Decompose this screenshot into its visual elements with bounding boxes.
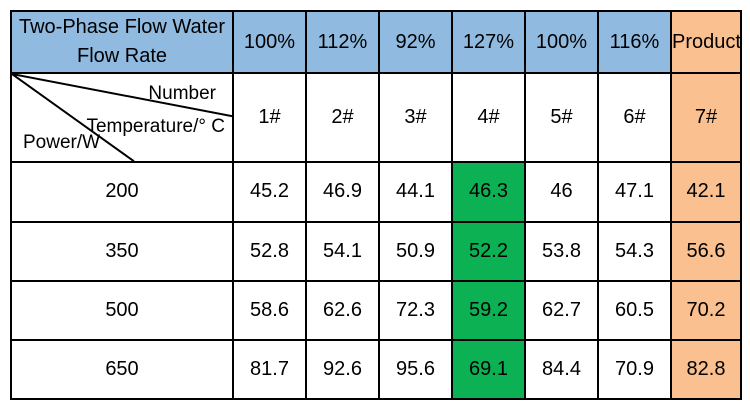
value-cell: 50.9 bbox=[378, 220, 453, 282]
value-cell-highlight-green: 59.2 bbox=[451, 279, 526, 341]
power-cell: 350 bbox=[10, 220, 234, 282]
value-cell: 53.8 bbox=[524, 220, 599, 282]
table-row-power-500: 500 58.6 62.6 72.3 59.2 62.7 60.5 70.2 bbox=[10, 279, 742, 341]
flow-rate-header-product: Product bbox=[670, 9, 742, 75]
flow-rate-header-1: 100% bbox=[232, 9, 307, 75]
axis-label-temperature: Temperature/° C bbox=[86, 116, 225, 138]
diagonal-lines bbox=[13, 75, 231, 161]
flow-rate-header-2: 112% bbox=[305, 9, 380, 75]
value-cell-highlight-green: 46.3 bbox=[451, 161, 526, 223]
value-cell: 72.3 bbox=[378, 279, 453, 341]
value-cell: 58.6 bbox=[232, 279, 307, 341]
two-phase-flow-table: Two-Phase Flow Water Flow Rate 100% 112%… bbox=[10, 9, 742, 401]
number-header-3: 3# bbox=[378, 72, 453, 164]
value-cell: 54.3 bbox=[597, 220, 672, 282]
axis-label-power: Power/W bbox=[23, 132, 101, 154]
value-cell: 46.9 bbox=[305, 161, 380, 223]
flow-rate-header-row: Two-Phase Flow Water Flow Rate 100% 112%… bbox=[10, 9, 742, 75]
number-header-2: 2# bbox=[305, 72, 380, 164]
table-row-power-350: 350 52.8 54.1 50.9 52.2 53.8 54.3 56.6 bbox=[10, 220, 742, 282]
number-header-1: 1# bbox=[232, 72, 307, 164]
number-header-product: 7# bbox=[670, 72, 742, 164]
value-cell: 47.1 bbox=[597, 161, 672, 223]
value-cell: 54.1 bbox=[305, 220, 380, 282]
value-cell: 92.6 bbox=[305, 338, 380, 401]
table-title: Two-Phase Flow Water Flow Rate bbox=[19, 16, 225, 68]
value-cell-product: 56.6 bbox=[670, 220, 742, 282]
value-cell: 84.4 bbox=[524, 338, 599, 401]
axis-label-number: Number bbox=[148, 83, 216, 105]
number-header-6: 6# bbox=[597, 72, 672, 164]
value-cell: 52.8 bbox=[232, 220, 307, 282]
power-cell: 200 bbox=[10, 161, 234, 223]
table-row-power-650: 650 81.7 92.6 95.6 69.1 84.4 70.9 82.8 bbox=[10, 338, 742, 401]
value-cell: 62.7 bbox=[524, 279, 599, 341]
value-cell: 95.6 bbox=[378, 338, 453, 401]
value-cell: 45.2 bbox=[232, 161, 307, 223]
number-header-4: 4# bbox=[451, 72, 526, 164]
power-cell: 650 bbox=[10, 338, 234, 401]
table-row-power-200: 200 45.2 46.9 44.1 46.3 46 47.1 42.1 bbox=[10, 161, 742, 223]
value-cell-product: 82.8 bbox=[670, 338, 742, 401]
value-cell-highlight-green: 69.1 bbox=[451, 338, 526, 401]
flow-rate-header-5: 100% bbox=[524, 9, 599, 75]
value-cell-highlight-green: 52.2 bbox=[451, 220, 526, 282]
value-cell: 46 bbox=[524, 161, 599, 223]
value-cell: 81.7 bbox=[232, 338, 307, 401]
value-cell: 60.5 bbox=[597, 279, 672, 341]
value-cell-product: 70.2 bbox=[670, 279, 742, 341]
value-cell: 44.1 bbox=[378, 161, 453, 223]
value-cell-product: 42.1 bbox=[670, 161, 742, 223]
corner-title-cell: Two-Phase Flow Water Flow Rate bbox=[10, 9, 234, 75]
flow-rate-header-3: 92% bbox=[378, 9, 453, 75]
flow-rate-header-6: 116% bbox=[597, 9, 672, 75]
number-header-5: 5# bbox=[524, 72, 599, 164]
power-cell: 500 bbox=[10, 279, 234, 341]
value-cell: 70.9 bbox=[597, 338, 672, 401]
number-header-row: Number Temperature/° C Power/W 1# 2# 3# … bbox=[10, 72, 742, 164]
value-cell: 62.6 bbox=[305, 279, 380, 341]
axis-legend-cell: Number Temperature/° C Power/W bbox=[10, 72, 234, 164]
flow-rate-header-4: 127% bbox=[451, 9, 526, 75]
